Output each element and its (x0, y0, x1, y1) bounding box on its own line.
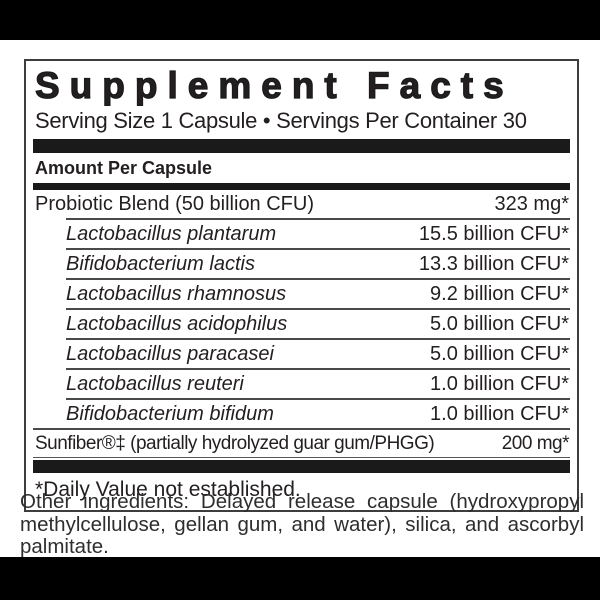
ingredient-row: Lactobacillus reuteri 1.0 billion CFU* (33, 370, 570, 398)
ingredient-name: Probiotic Blend (50 billion CFU) (35, 193, 315, 216)
ingredient-name: Sunfiber®‡ (partially hydrolyzed guar gu… (35, 433, 435, 455)
ingredient-name: Bifidobacterium bifidum (66, 403, 274, 426)
ingredient-row: Bifidobacterium lactis 13.3 billion CFU* (33, 250, 570, 278)
ingredient-value: 1.0 billion CFU* (430, 403, 569, 426)
ingredient-row: Probiotic Blend (50 billion CFU) 323 mg* (33, 190, 570, 218)
ingredient-name: Lactobacillus rhamnosus (66, 283, 287, 306)
ingredient-row: Lactobacillus plantarum 15.5 billion CFU… (33, 220, 570, 248)
row-separator (66, 248, 570, 251)
ingredient-value: 5.0 billion CFU* (430, 313, 569, 336)
amount-per-capsule-header: Amount Per Capsule (35, 158, 213, 179)
facts-title: Supplement Facts (35, 65, 514, 106)
row-separator-full (33, 428, 570, 431)
thick-divider (33, 139, 570, 154)
ingredient-value: 13.3 billion CFU* (418, 253, 569, 276)
ingredient-row: Sunfiber®‡ (partially hydrolyzed guar gu… (33, 430, 570, 457)
ingredient-name: Lactobacillus paracasei (66, 343, 274, 366)
ingredient-row: Lactobacillus rhamnosus 9.2 billion CFU* (33, 280, 570, 308)
ingredient-name: Lactobacillus acidophilus (66, 313, 288, 336)
row-separator (66, 278, 570, 281)
row-separator (66, 338, 570, 341)
ingredient-value: 9.2 billion CFU* (430, 283, 569, 306)
ingredient-name: Lactobacillus reuteri (66, 373, 244, 396)
ingredient-name: Lactobacillus plantarum (66, 223, 277, 246)
daily-value-footnote: *Daily Value not established. (35, 478, 301, 502)
row-separator (66, 368, 570, 371)
ingredient-name: Bifidobacterium lactis (66, 253, 255, 276)
ingredient-row: Lactobacillus acidophilus 5.0 billion CF… (33, 310, 570, 338)
ingredient-value: 323 mg* (494, 193, 570, 216)
bottom-black-band (0, 557, 600, 600)
serving-info: Serving Size 1 Capsule • Servings Per Co… (35, 108, 527, 134)
ingredient-row: Bifidobacterium bifidum 1.0 billion CFU* (33, 400, 570, 428)
top-black-band (0, 0, 600, 40)
ingredient-value: 5.0 billion CFU* (430, 343, 569, 366)
other-ingredients-text: Other ingredients: Delayed release capsu… (20, 490, 584, 558)
ingredient-value: 1.0 billion CFU* (430, 373, 569, 396)
medium-divider (33, 183, 570, 191)
ingredient-value: 200 mg* (501, 433, 570, 455)
row-separator (66, 398, 570, 401)
heavy-divider (33, 460, 570, 474)
row-separator (66, 308, 570, 311)
row-separator-hairline (33, 457, 570, 459)
supplement-facts-panel: Supplement Facts Serving Size 1 Capsule … (24, 59, 579, 513)
ingredient-value: 15.5 billion CFU* (418, 223, 569, 246)
row-separator (66, 218, 570, 221)
ingredient-row: Lactobacillus paracasei 5.0 billion CFU* (33, 340, 570, 368)
